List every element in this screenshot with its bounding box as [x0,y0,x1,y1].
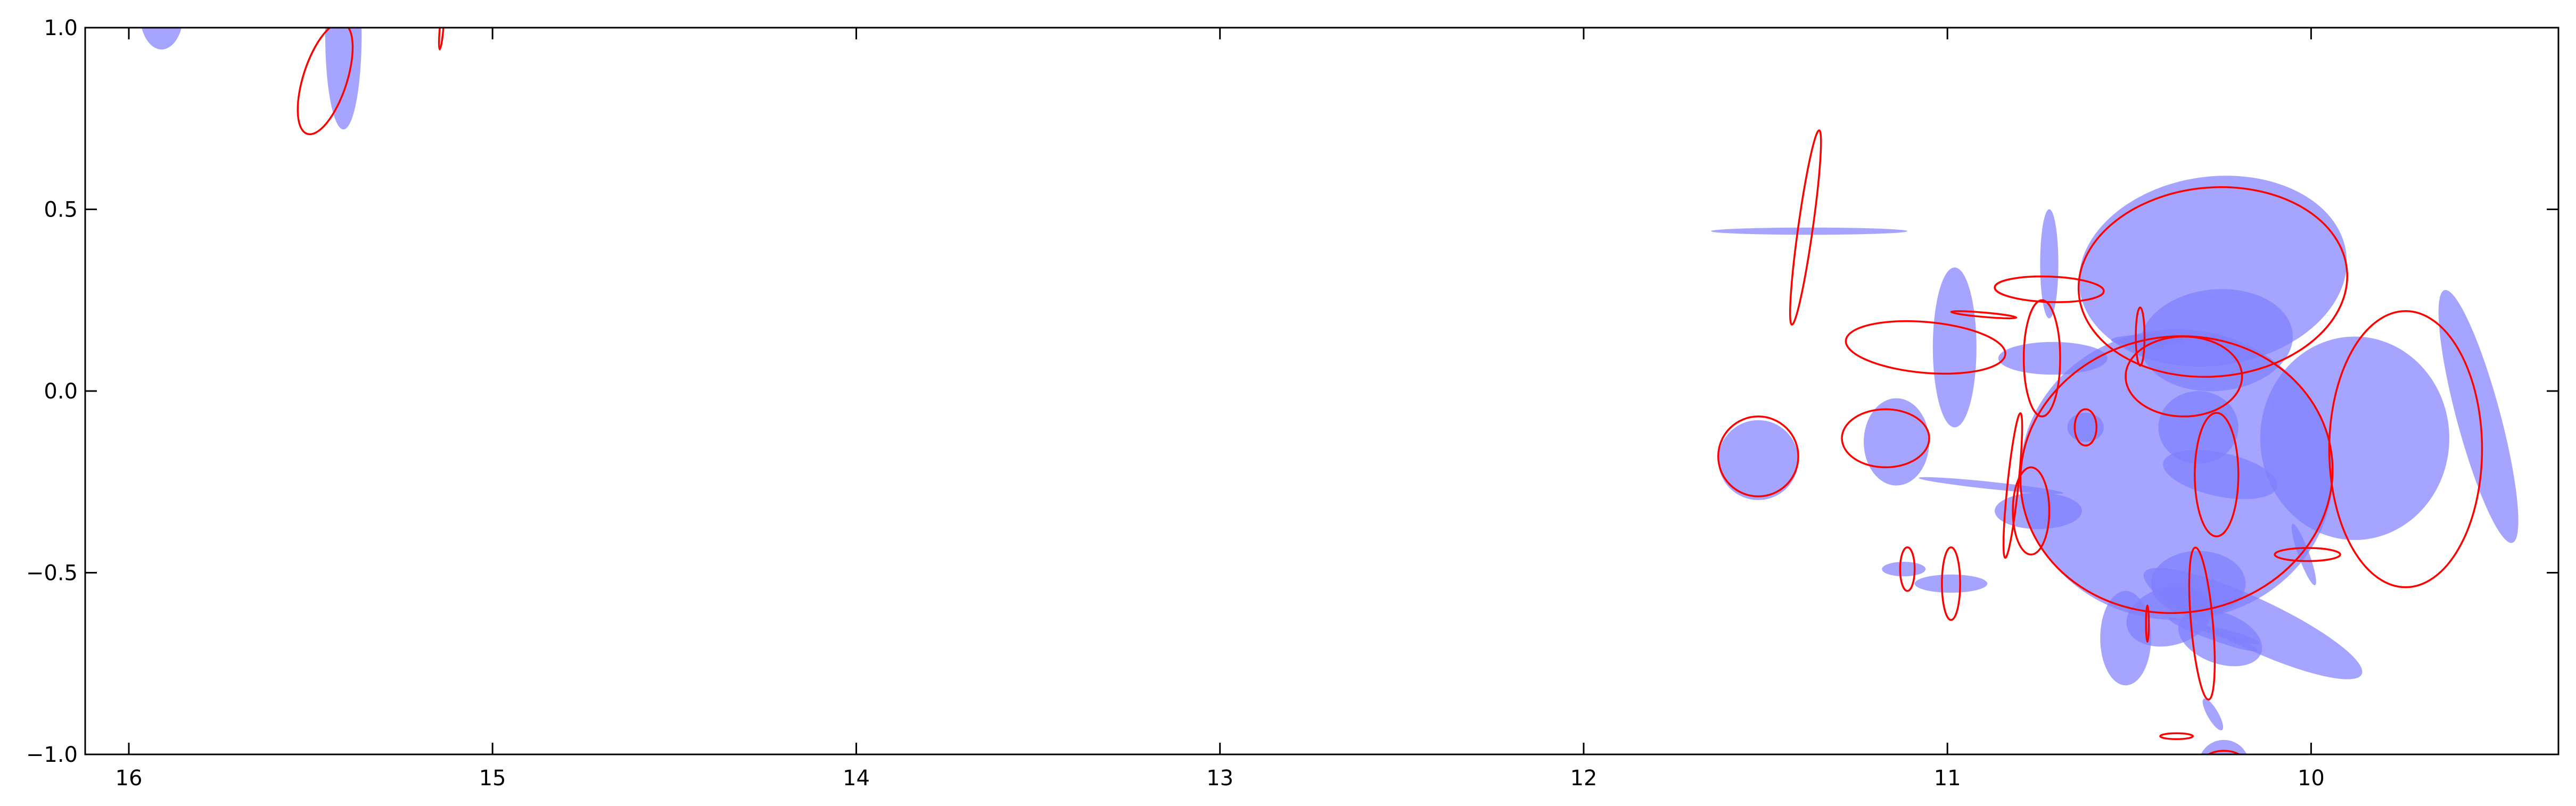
filled-ellipse-28 [2178,610,2262,667]
y-tick-label: 0.5 [44,198,78,222]
outline-ellipse-24 [2207,750,2241,754]
y-tick-label: −0.5 [26,561,78,586]
x-tick-label: 12 [1570,766,1597,791]
axis-ticks: 16 15 14 13 12 11 10 1.0 0.5 0.0 −0.5 −1.0 [26,16,2558,791]
y-tick-label: −1.0 [26,743,78,767]
outline-ellipse-series [297,28,2483,754]
outline-ellipse-23 [2159,732,2194,741]
outline-ellipse-16 [2002,412,2023,559]
x-tick-label: 15 [479,766,506,791]
outline-ellipse-13 [1841,408,1930,469]
filled-ellipse-25 [2100,591,2151,686]
outline-ellipse-14 [1717,416,1799,497]
outline-ellipse-7 [2022,299,2061,418]
outline-ellipse-8 [2135,306,2146,367]
filled-ellipse-29 [2202,698,2224,730]
filled-ellipse-series [141,28,2519,754]
outline-ellipse-18 [2274,547,2341,562]
filled-ellipse-5 [2040,209,2059,319]
outline-ellipse-6 [1845,320,2006,375]
outline-ellipse-12 [2073,408,2098,447]
outline-ellipse-4 [1994,275,2105,303]
filled-ellipse-16 [1919,477,2064,494]
filled-ellipse-0 [141,28,182,49]
outline-ellipse-20 [1941,546,1961,621]
filled-ellipse-14 [1864,398,1929,486]
outline-ellipse-5 [1950,310,2018,320]
plot-area [141,28,2519,754]
outline-ellipse-10 [2019,335,2334,614]
filled-ellipse-12 [2438,290,2519,543]
outline-ellipse-3 [2077,186,2348,378]
outline-ellipse-22 [2145,604,2150,643]
filled-ellipse-18 [1995,493,2082,529]
filled-ellipse-2 [1711,227,1907,235]
y-tick-label: 1.0 [44,16,78,40]
filled-ellipse-30 [2201,739,2247,754]
x-tick-label: 16 [116,766,143,791]
filled-ellipse-6 [1932,267,1977,428]
outline-ellipse-0 [297,28,354,136]
filled-ellipse-11 [2260,336,2449,540]
outline-ellipse-15 [2194,412,2240,537]
filled-ellipse-13 [2067,413,2104,442]
x-tick-label: 10 [2298,766,2325,791]
outline-ellipse-21 [2188,546,2216,701]
outline-ellipse-17 [2012,466,2051,556]
outline-ellipse-11 [2328,310,2483,588]
y-tick-label: 0.0 [44,379,78,404]
outline-ellipse-19 [1899,546,1916,592]
filled-ellipse-20 [1882,562,1926,577]
outline-ellipse-2 [1789,129,1822,326]
filled-ellipse-21 [1914,574,1988,593]
x-tick-label: 11 [1934,766,1961,791]
x-tick-label: 13 [1206,766,1233,791]
filled-ellipse-15 [1718,420,1799,500]
filled-ellipse-17 [2163,450,2277,500]
filled-ellipse-19 [2291,524,2316,586]
x-tick-label: 14 [843,766,870,791]
